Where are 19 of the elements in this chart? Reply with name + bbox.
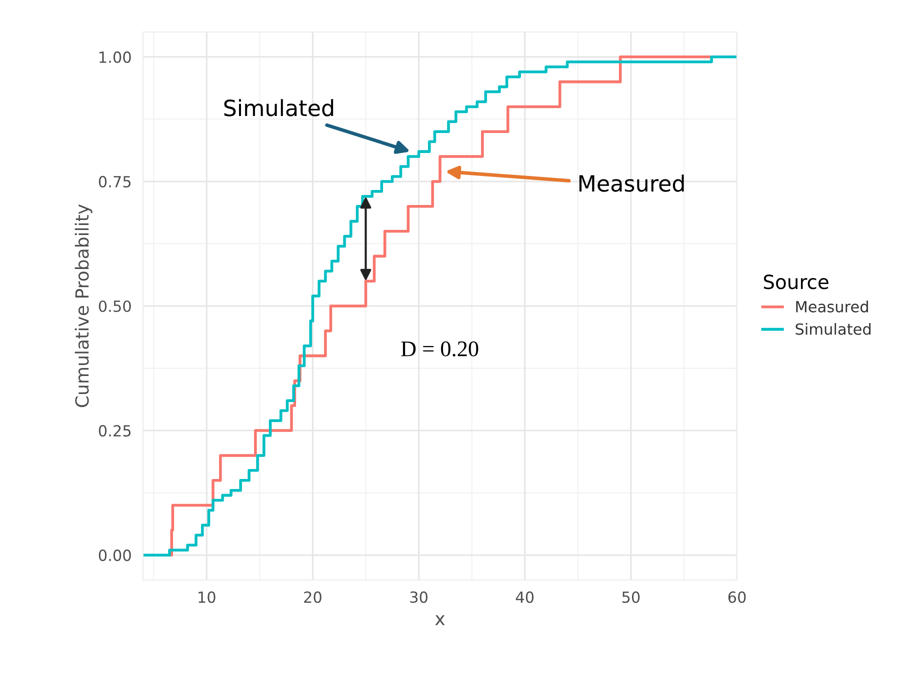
legend-title: Source	[764, 274, 828, 290]
y-tick-label: 0.00	[98, 550, 131, 562]
y-axis-title: Cumulative Probability	[74, 204, 92, 408]
x-tick-label: 40	[516, 591, 534, 603]
y-tick-label: 0.50	[98, 300, 131, 312]
annotation: Measured	[579, 174, 684, 192]
x-tick-label: 60	[728, 591, 746, 603]
annotation: Simulated	[224, 99, 334, 116]
legend-label: Measured	[796, 300, 868, 312]
x-tick-label: 50	[622, 591, 640, 603]
x-tick-label: 30	[410, 591, 428, 603]
y-tick-label: 1.00	[100, 51, 131, 63]
annotation: D = 0.20	[401, 341, 478, 356]
y-tick-label: 0.75	[98, 176, 131, 188]
x-tick-label: 10	[198, 591, 216, 603]
y-tick-label: 0.25	[98, 425, 131, 437]
x-axis-title: x	[435, 615, 445, 626]
legend-label: Simulated	[796, 323, 871, 335]
x-tick-label: 20	[304, 591, 322, 603]
